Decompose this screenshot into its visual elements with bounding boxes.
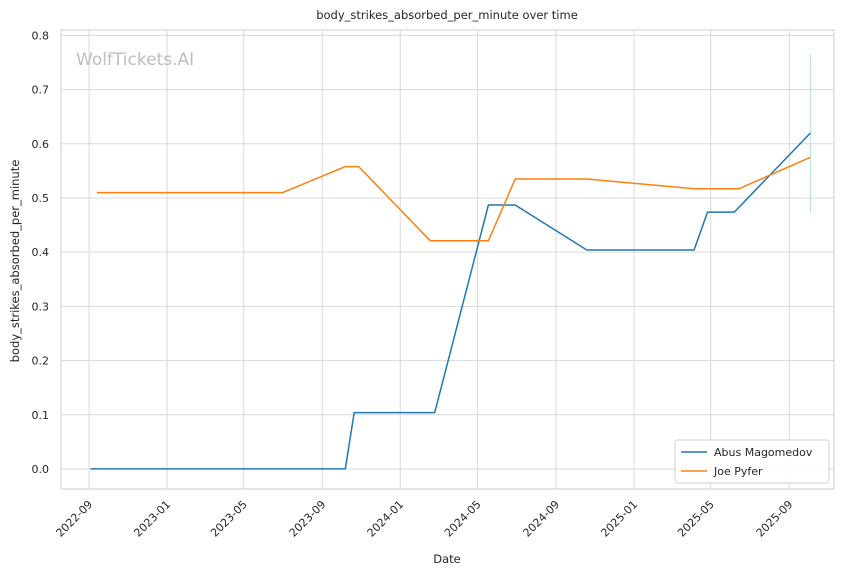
y-tick-label: 0.8 — [32, 29, 50, 42]
x-tick-label: 2024-01 — [365, 498, 407, 540]
series-lines — [90, 132, 811, 470]
y-tick-label: 0.1 — [32, 409, 50, 422]
x-tick-label: 2025-05 — [675, 498, 717, 540]
y-tick-label: 0.3 — [32, 300, 50, 313]
x-tick-label: 2023-09 — [287, 498, 329, 540]
x-gridlines — [88, 30, 790, 489]
legend: Abus Magomedov Joe Pyfer — [674, 439, 830, 484]
y-tick-labels: 0.0 0.1 0.2 0.3 0.4 0.5 0.6 0.7 0.8 — [32, 29, 50, 476]
y-tick-label: 0.2 — [32, 355, 50, 368]
x-tick-label: 2025-09 — [754, 498, 796, 540]
plot-area — [60, 29, 835, 490]
series-line-0 — [90, 132, 811, 470]
legend-box — [674, 439, 830, 484]
y-tick-label: 0.5 — [32, 192, 50, 205]
y-axis-label: body_strikes_absorbed_per_minute — [8, 160, 22, 363]
x-tick-label: 2024-05 — [442, 498, 484, 540]
x-axis-label: Date — [433, 552, 461, 566]
watermark: WolfTickets.AI — [76, 50, 194, 70]
y-tick-label: 0.7 — [32, 84, 50, 97]
y-tick-label: 0.4 — [32, 246, 50, 259]
x-tick-label: 2023-01 — [131, 498, 173, 540]
x-tick-labels: 2022-09 2023-01 2023-05 2023-09 2024-01 2024-… — [54, 498, 796, 540]
x-tick-label: 2024-09 — [521, 498, 563, 540]
series-line-1 — [96, 156, 811, 242]
y-tick-label: 0.6 — [32, 138, 50, 151]
y-tick-label: 0.0 — [32, 463, 50, 476]
x-tick-label: 2022-09 — [54, 498, 96, 540]
legend-label: Joe Pyfer — [713, 465, 763, 478]
x-tick-label: 2025-01 — [598, 498, 640, 540]
legend-label: Abus Magomedov — [714, 446, 813, 459]
plot-frame — [60, 29, 835, 490]
x-tick-label: 2023-05 — [208, 498, 250, 540]
chart-title: body_strikes_absorbed_per_minute over ti… — [316, 8, 578, 22]
